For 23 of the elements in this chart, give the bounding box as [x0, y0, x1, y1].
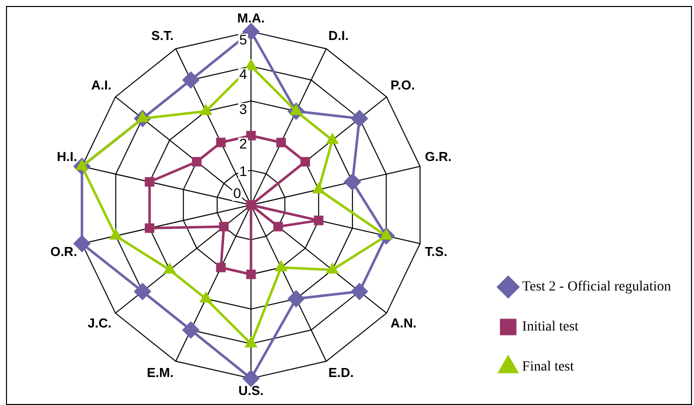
spoke-label: E.M.	[146, 365, 174, 380]
spoke-label: S.T.	[151, 28, 174, 44]
spoke-label: G.R.	[424, 149, 452, 164]
spoke-label: A.N.	[390, 316, 416, 331]
legend-label: Test 2 - Official regulation	[522, 280, 672, 295]
y-tick-label: 4	[239, 66, 248, 82]
spoke-label: U.S.	[238, 382, 264, 398]
spoke-label: P.O.	[390, 78, 415, 93]
spoke-label: O.R.	[50, 244, 78, 260]
y-tick-label: 1	[239, 163, 248, 180]
legend-label: Final test	[522, 360, 574, 375]
y-tick-label: 2	[239, 136, 248, 152]
y-tick-label: 0	[233, 184, 242, 201]
spoke-label: D.I.	[328, 28, 349, 44]
y-tick-label: 5	[239, 31, 248, 48]
spoke-label: E.D.	[328, 365, 354, 380]
legend-label: Initial test	[522, 320, 579, 335]
spoke-label: T.S.	[424, 244, 448, 260]
spoke-label: M.A.	[237, 10, 265, 26]
spoke-label: A.I.	[91, 78, 112, 93]
spoke-label: H.I.	[56, 149, 78, 164]
spoke-label: J.C.	[88, 316, 112, 331]
y-tick-label: 3	[239, 100, 248, 117]
